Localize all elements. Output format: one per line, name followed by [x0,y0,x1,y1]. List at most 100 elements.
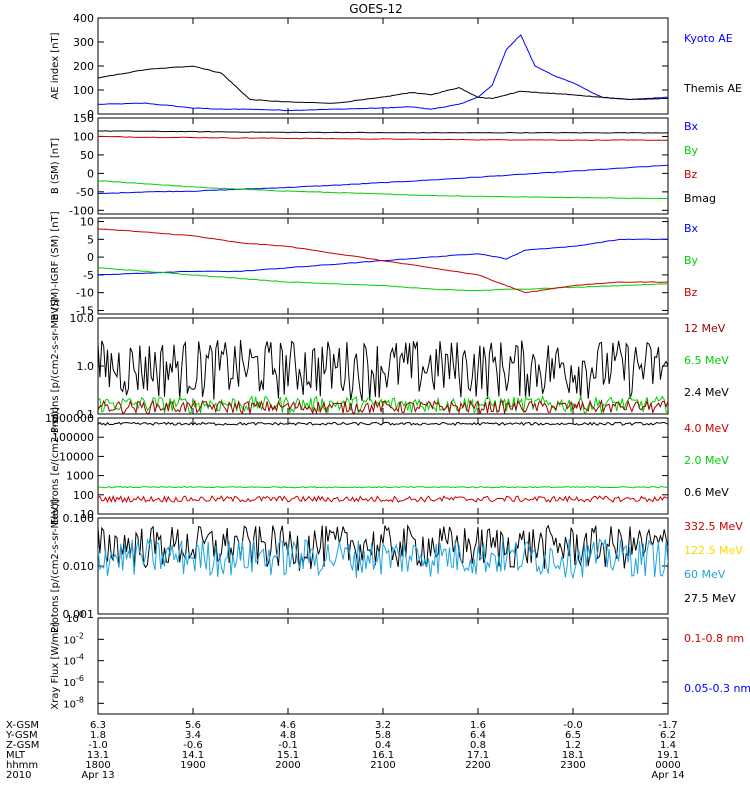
y-tick-label: -15 [76,304,94,317]
x-row-value: 6.5 [565,730,581,741]
x-row-value: 1.2 [565,740,581,751]
x-row-value: -0.6 [183,740,203,751]
plot-data [98,34,668,112]
series-line-bmag [98,130,668,134]
x-row-value: 2300 [560,760,585,771]
legend-entry: By [684,144,699,157]
series-line-bx [98,164,668,194]
y-tick-label: 5 [87,233,94,246]
y-tick-label: 0 [87,167,94,180]
series-line-60-mev [98,538,668,580]
plot-data [98,339,668,414]
legend-entry: Bmag [684,192,716,205]
x-row-value: 4.8 [280,730,296,741]
y-tick-label: -50 [76,186,94,199]
x-row-value: 6.4 [470,730,486,741]
x-row-value: -0.0 [563,720,583,731]
series-line-2-4-mev [98,339,668,402]
legend-entry: 332.5 MeV [684,520,743,533]
panel-ae: 0 100 200 300 400 AE index [nT] Kyoto AE Themis… [50,12,742,121]
x-row-label: Z-GSM [6,740,39,751]
legend-entry: Bz [684,286,698,299]
panel-bigrf: -15 -10 -5 0 5 10 B (SM)-IGRF (SM) [nT] Bx By Bz [50,211,699,320]
legend-entry: Kyoto AE [684,32,733,45]
x-row-value: 1.4 [660,740,676,751]
legend-entry: Bx [684,120,699,133]
panel-protons_low: 0.1 1.0 10.0 Protons [p/(cm2-s-sr-MeV)] 12 M… [50,299,729,433]
legend-entry: 0.6 MeV [684,486,729,499]
x-row-value: 3.4 [185,730,201,741]
legend-entry: 60 MeV [684,568,726,581]
y-tick-label: 100 [73,130,94,143]
x-row-value: 2100 [370,760,395,771]
y-tick-label: 1.0 [77,360,95,373]
y-tick-label: 50 [80,149,94,162]
x-row-value: 5.6 [185,720,201,731]
legend-entry: Bx [684,222,699,235]
x-end-date: Apr 14 [651,770,684,781]
series-line-themis-ae [98,65,668,104]
x-row-value: 17.1 [467,750,489,761]
y-tick-label: 10 [80,508,94,521]
plot-data [98,228,668,294]
series-line-bx [98,238,668,276]
x-row-value: 14.1 [182,750,204,761]
x-start-date: Apr 13 [81,770,114,781]
plot-data [98,421,668,504]
x-row-label: hhmm [6,760,38,771]
x-row-label: MLT [6,750,26,761]
legend-entry: 12 MeV [684,322,726,335]
y-tick-label: 10-2 [63,631,84,646]
y-tick-label: 100 [73,84,94,97]
panel-bsm: -100 -50 0 50 100 150 B (SM) [nT] Bx By Bz Bmag [50,112,716,217]
series-line-kyoto-ae [98,34,668,112]
y-axis-title: Protons [p/(cm2-s-sr-MeV)] [50,499,61,633]
x-row-value: 2000 [275,760,300,771]
legend-entry: 0.1-0.8 nm [684,632,744,645]
y-axis-title: Protons [p/(cm2-s-sr-MeV)] [50,299,61,433]
y-axis-title: Xray Flux [W/m2] [50,622,61,709]
y-tick-label: -100 [69,204,94,217]
plot-frame [97,17,669,115]
series-line-bz [98,135,668,141]
x-row-value: 1800 [85,760,110,771]
x-row-label: Y-GSM [5,730,38,741]
plot-frame [97,617,669,715]
plot-frame [97,217,669,315]
y-tick-label: -10 [76,287,94,300]
y-tick-label: 100 [73,489,94,502]
y-tick-label: 10.0 [70,312,95,325]
y-tick-label: 10-6 [63,674,84,689]
y-tick-label: 300 [73,36,94,49]
series-line-by [98,180,668,200]
y-tick-label: 0.100 [63,512,95,525]
x-row-value: 1.6 [470,720,486,731]
legend-entry: 2.0 MeV [684,454,729,467]
x-row-value: 18.1 [562,750,584,761]
series-line-0-6-mev [98,421,668,426]
x-row-value: 3.2 [375,720,391,731]
y-tick-label: 10 [80,216,94,229]
x-axis-table: X-GSM 6.3 5.6 4.6 3.2 1.6 -0.0 -1.7 Y-GSM 1.8 3.4 4… [5,720,685,781]
x-year-label: 2010 [6,770,31,781]
x-row-value: 6.3 [90,720,106,731]
y-tick-label: 150 [73,112,94,125]
x-row-value: 0000 [655,760,680,771]
legend-entry: 2.4 MeV [684,386,729,399]
x-row-value: 0.4 [375,740,391,751]
x-row-value: 16.1 [372,750,394,761]
x-row-value: 19.1 [657,750,679,761]
legend-entry: 122.5 MeV [684,544,743,557]
legend-entry: Themis AE [683,82,742,95]
y-axis-title: B (SM)-IGRF (SM) [nT] [50,211,61,320]
y-tick-label: 100000 [52,431,94,444]
plot-data [98,524,668,580]
y-tick-label: 0.010 [63,560,95,573]
y-tick-label: 10000 [59,450,94,463]
legend-entry: By [684,254,699,267]
y-tick-label: 1000 [66,470,94,483]
